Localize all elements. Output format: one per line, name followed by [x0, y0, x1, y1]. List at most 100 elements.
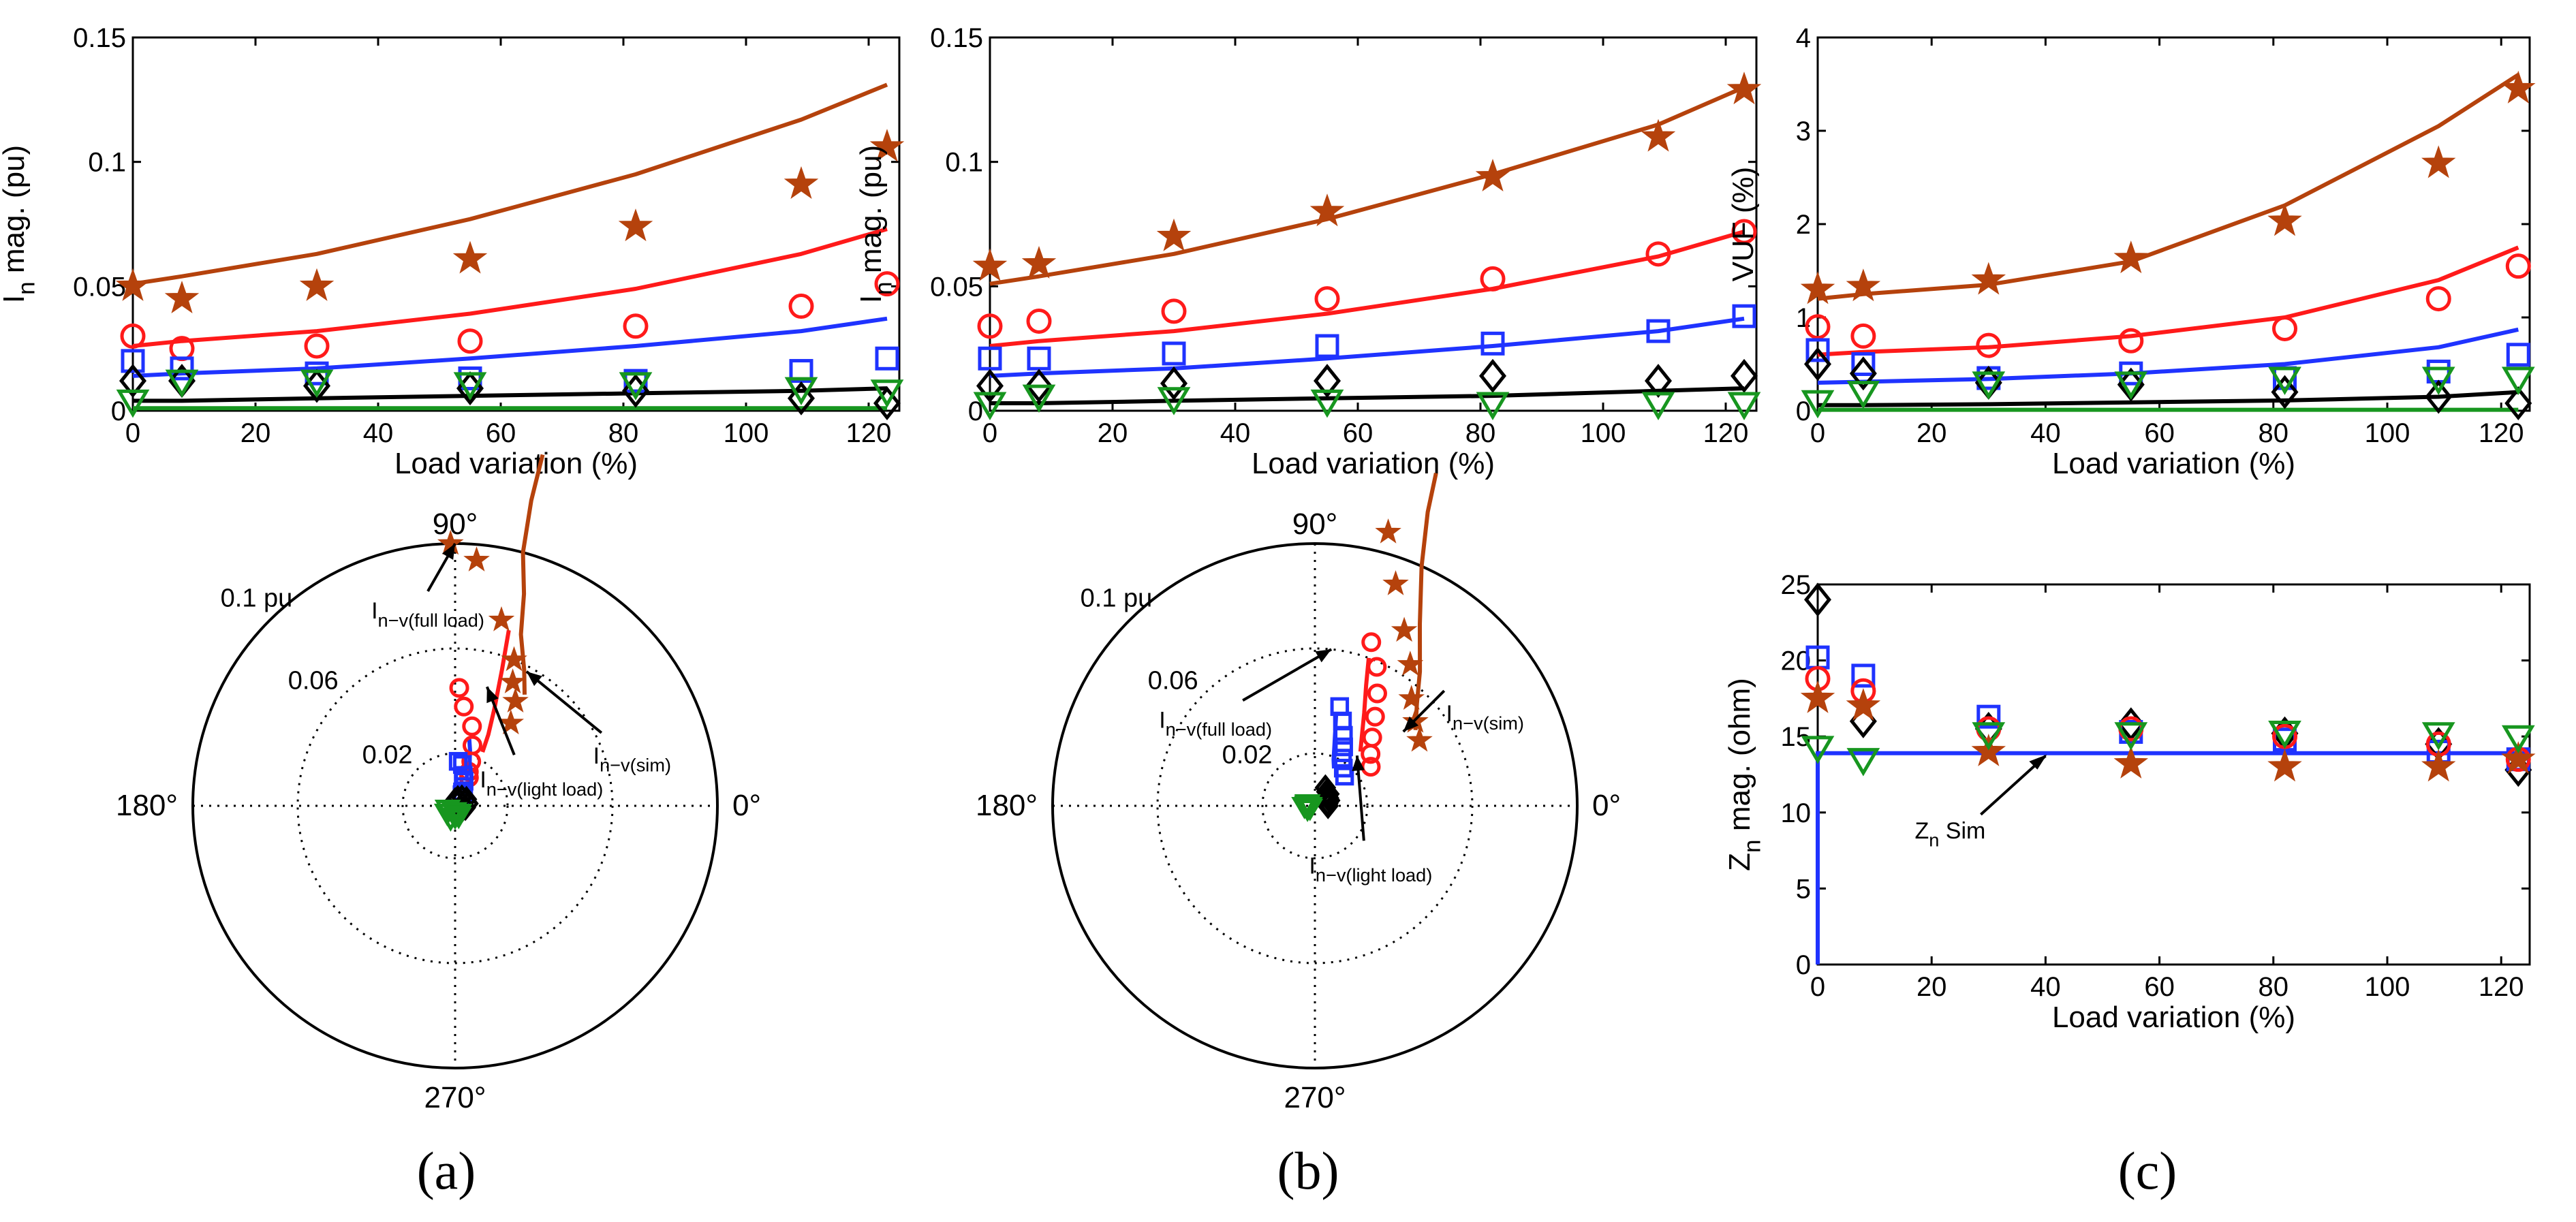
y-tick-label: 0.05 — [930, 272, 983, 302]
brown-meas-point — [1156, 218, 1192, 251]
chart-b-top: 0 20 40 60 80 100 120 0 0.05 0.1 0.15 Load variatio… — [854, 23, 1762, 480]
polar-angle-label: 270° — [1284, 1081, 1346, 1114]
x-axis-label: Load variation (%) — [2052, 1001, 2295, 1034]
y-tick-label: 25 — [1781, 570, 1812, 600]
x-tick-label: 40 — [2030, 418, 2061, 448]
brown-meas-point — [1800, 680, 1835, 713]
green-meas-point — [1801, 390, 1835, 419]
x-axis-label: Load variation (%) — [1252, 447, 1495, 480]
x-tick-label: 0 — [982, 418, 997, 448]
black-meas-point — [787, 381, 816, 416]
brown-meas-point — [972, 248, 1008, 281]
chart-b-polar: 90° 0° 180° 270° 0.02 0.06 0.1 pu In−v(full loa… — [976, 472, 1621, 1114]
annotation-label: In−v(light load) — [480, 767, 603, 800]
brown-meas-point — [618, 208, 653, 242]
black-sim-line — [990, 386, 1745, 405]
green-meas-point — [1846, 381, 1880, 409]
blue-meas-point — [875, 346, 899, 371]
red-sim-line — [132, 227, 888, 348]
brown-meas-point — [502, 687, 529, 713]
y-tick-label: 2 — [1796, 210, 1811, 240]
blue-meas-point — [1335, 766, 1354, 786]
blue-meas-point — [1315, 334, 1339, 358]
y-tick-label: 0.1 — [945, 148, 983, 178]
brown-meas-point — [499, 668, 526, 693]
brown-meas-point — [299, 268, 335, 301]
blue-meas-point — [1162, 341, 1186, 366]
red-meas-point — [977, 313, 1003, 339]
brown-meas-point — [1846, 268, 1881, 302]
red-meas-point — [1367, 683, 1387, 704]
green-meas-point — [1801, 736, 1835, 764]
polar-angle-label: 90° — [433, 507, 478, 541]
annotation-label: In−v(sim) — [593, 743, 671, 776]
green-meas-point — [1157, 387, 1191, 416]
annotation-arrowhead — [441, 544, 455, 560]
black-meas-point — [119, 364, 147, 398]
polar-ring-label: 0.02 — [362, 741, 413, 770]
green-meas-point — [441, 802, 468, 825]
red-meas-point — [1314, 286, 1340, 312]
x-tick-label: 20 — [1917, 972, 1947, 1002]
annotation-label: Zn Sim — [1914, 818, 1985, 851]
polar-ring-label: 0.06 — [288, 667, 339, 695]
black-meas-point — [1160, 366, 1188, 401]
green-meas-point — [2501, 366, 2535, 395]
red-meas-point — [1361, 744, 1381, 764]
blue-meas-point — [1805, 338, 1830, 362]
annotation-arrow — [1242, 648, 1333, 702]
annotation-arrow — [525, 670, 603, 734]
red-meas-point — [623, 313, 649, 339]
brown-meas-point — [1021, 245, 1057, 279]
red-meas-point — [2272, 315, 2298, 341]
blue-meas-point — [305, 361, 329, 386]
brown-meas-point — [164, 281, 200, 314]
brown-meas-point — [2267, 749, 2302, 782]
y-tick-label: 0 — [111, 396, 126, 426]
brown-meas-point — [463, 546, 490, 571]
green-meas-point — [1296, 797, 1323, 819]
green-meas-point — [2114, 722, 2148, 751]
x-tick-label: 120 — [1703, 418, 1749, 448]
brown-meas-point — [2421, 749, 2456, 782]
red-meas-point — [1645, 241, 1671, 267]
red-meas-point — [462, 716, 482, 736]
green-meas-point — [870, 379, 904, 408]
plot-frame — [1816, 36, 2531, 412]
x-tick-label: 60 — [486, 418, 516, 448]
y-tick-label: 0 — [1796, 396, 1811, 426]
red-meas-point — [1731, 219, 1757, 245]
x-tick-label: 100 — [724, 418, 769, 448]
annotation-arrowhead — [2029, 754, 2047, 770]
brown-meas-point — [2501, 70, 2536, 104]
brown-meas-point — [2267, 203, 2302, 236]
polar-angle-label: 270° — [424, 1081, 486, 1114]
green-meas-point — [2421, 366, 2455, 395]
blue-meas-point — [789, 359, 813, 383]
x-tick-label: 80 — [2259, 418, 2289, 448]
x-tick-label: 120 — [846, 418, 892, 448]
blue-meas-point — [2506, 343, 2530, 367]
blue-meas-point — [1480, 331, 1505, 356]
annotation-label: In−v(sim) — [1446, 701, 1524, 734]
green-meas-point — [1310, 389, 1344, 418]
green-meas-point — [2421, 722, 2455, 751]
red-meas-point — [1805, 314, 1831, 340]
black-meas-point — [1803, 582, 1832, 617]
blue-meas-point — [1334, 725, 1353, 745]
green-meas-point — [2268, 366, 2301, 395]
blue-meas-point — [1027, 346, 1051, 371]
black-meas-point — [2271, 375, 2299, 409]
x-tick-label: 100 — [2365, 972, 2410, 1002]
red-meas-point — [874, 271, 900, 297]
x-tick-label: 120 — [2479, 972, 2524, 1002]
y-tick-label: 4 — [1796, 23, 1811, 53]
annotation-label: In−v(full load) — [371, 598, 484, 631]
annotation-arrowhead — [486, 687, 499, 704]
red-meas-point — [1850, 323, 1876, 349]
y-tick-label: 5 — [1796, 874, 1811, 904]
brown-meas-point — [115, 268, 151, 301]
polar-angle-label: 180° — [116, 789, 178, 822]
black-meas-point — [1803, 347, 1832, 381]
